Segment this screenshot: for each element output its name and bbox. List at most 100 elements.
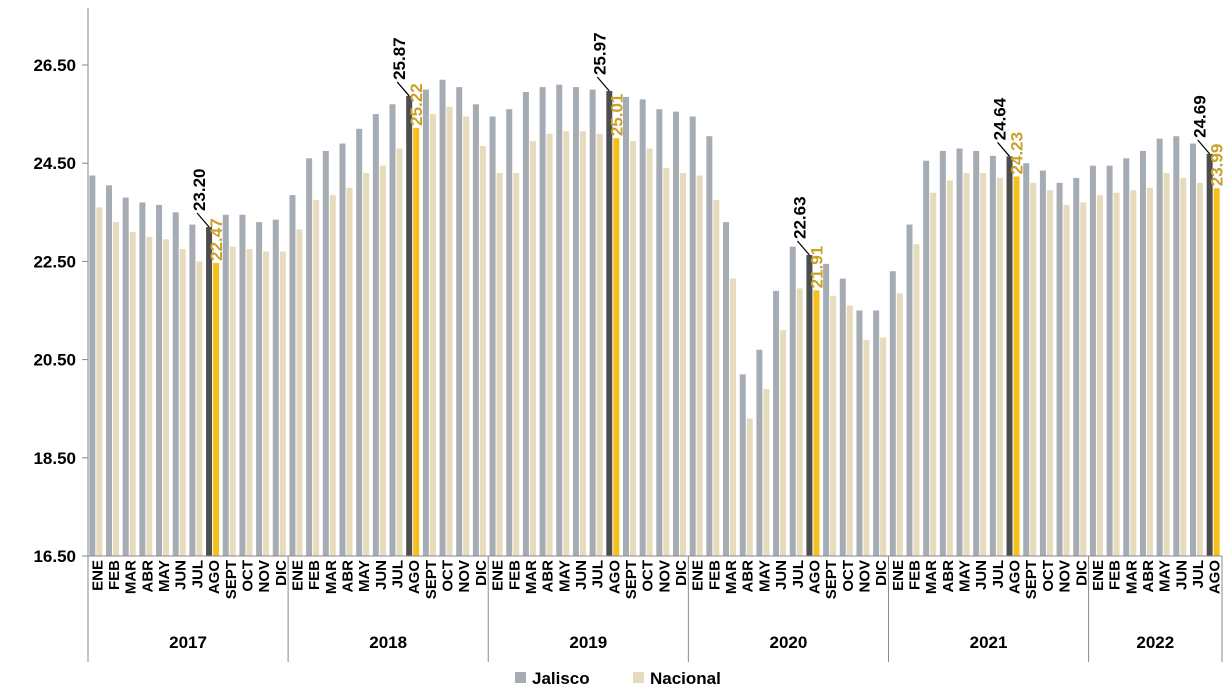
y-tick-label: 24.50 [33, 154, 76, 173]
bar-jalisco [739, 374, 746, 556]
bar-jalisco [1056, 182, 1063, 556]
bar-nacional [413, 127, 420, 557]
bar-jalisco [506, 109, 513, 556]
bar-nacional [646, 148, 653, 556]
annotation-leader [1197, 139, 1211, 155]
x-month-label: MAR [923, 560, 940, 594]
bar-jalisco [239, 214, 246, 556]
bar-nacional [946, 180, 953, 556]
bar-jalisco [906, 224, 913, 556]
bar-jalisco [1189, 143, 1196, 556]
annotation-leader [997, 141, 1010, 157]
bar-nacional [713, 200, 720, 556]
bar-nacional [1130, 190, 1137, 556]
annotation-label-jalisco: 22.63 [790, 196, 809, 239]
x-month-label: NOV [456, 560, 473, 593]
x-month-label: SEPT [823, 560, 840, 599]
x-year-label: 2020 [769, 633, 807, 652]
x-month-label: DIC [873, 560, 890, 586]
y-tick-label: 22.50 [33, 252, 76, 271]
x-month-label: OCT [640, 560, 657, 592]
x-month-label: JUL [1190, 560, 1207, 588]
bar-nacional [446, 106, 453, 557]
bar-jalisco [956, 148, 963, 556]
bar-jalisco [622, 96, 629, 556]
x-year-label: 2021 [970, 633, 1008, 652]
bar-jalisco [256, 222, 263, 556]
bar-jalisco [856, 310, 863, 556]
x-month-label: ENE [89, 560, 106, 591]
annotations: 23.20 22.47 25.87 25.22 25.97 25.01 22.63 21.91… [190, 32, 1225, 288]
x-month-label: MAY [556, 560, 573, 592]
bar-nacional [1180, 177, 1187, 556]
bar-jalisco [773, 290, 780, 556]
bar-jalisco [489, 116, 496, 557]
x-month-label: AGO [206, 560, 223, 595]
bar-nacional [930, 192, 937, 556]
bar-jalisco [306, 158, 313, 557]
bar-nacional [730, 278, 737, 556]
x-month-label: DIC [473, 560, 490, 586]
bar-nacional [996, 177, 1003, 556]
bar-nacional [1063, 204, 1070, 556]
x-month-label: ABR [139, 560, 156, 593]
x-month-label: JUN [1173, 560, 1190, 590]
bar-jalisco [689, 116, 696, 557]
bar-nacional [563, 131, 570, 556]
bar-jalisco [89, 175, 96, 556]
bar-jalisco [789, 246, 796, 557]
bar-jalisco [122, 197, 129, 556]
bar-nacional [179, 249, 186, 556]
annotation-label-nacional: 21.91 [807, 246, 826, 289]
bar-jalisco [656, 109, 663, 556]
legend-label-nacional: Nacional [650, 669, 721, 688]
x-month-label: OCT [1040, 560, 1057, 592]
x-month-label: FEB [1107, 560, 1124, 590]
bar-jalisco [889, 271, 896, 556]
annotation-leader [396, 81, 410, 97]
bar-jalisco [472, 104, 479, 556]
bar-nacional [1146, 187, 1153, 556]
x-month-label: NOV [856, 560, 873, 593]
bar-jalisco [589, 89, 596, 557]
bar-jalisco [372, 114, 379, 556]
x-month-label: MAR [723, 560, 740, 594]
legend-swatch-jalisco [515, 672, 526, 683]
bar-nacional [680, 173, 687, 556]
bar-jalisco [456, 87, 463, 556]
bar-nacional [196, 261, 203, 556]
bar-nacional [896, 293, 903, 556]
x-month-label: JUL [390, 560, 407, 588]
bar-jalisco [706, 136, 713, 556]
bar-jalisco [172, 212, 179, 557]
y-tick-label: 16.50 [33, 547, 76, 566]
bar-jalisco [572, 87, 579, 556]
bar-nacional [846, 305, 853, 556]
annotation-label-nacional: 22.47 [207, 218, 226, 261]
bar-nacional [396, 148, 403, 556]
x-month-label: ABR [740, 560, 757, 593]
bar-nacional [379, 165, 386, 556]
bar-nacional [796, 288, 803, 556]
x-month-label: OCT [840, 560, 857, 592]
x-month-label: FEB [506, 560, 523, 590]
bar-nacional [146, 236, 153, 556]
x-month-label: MAY [156, 560, 173, 592]
bar-nacional [813, 290, 820, 556]
bar-nacional [780, 330, 787, 556]
x-year-label: 2017 [169, 633, 207, 652]
x-month-label: DIC [673, 560, 690, 586]
x-month-label: DIC [273, 560, 290, 586]
bar-nacional [96, 207, 103, 556]
bar-nacional [980, 173, 987, 556]
bar-jalisco [1156, 138, 1163, 556]
bar-nacional [463, 116, 470, 557]
x-month-label: ABR [1140, 560, 1157, 593]
bar-nacional [213, 262, 220, 556]
bar-jalisco [356, 128, 363, 556]
x-month-label: ABR [540, 560, 557, 593]
x-month-label: JUL [590, 560, 607, 588]
x-month-label: ENE [690, 560, 707, 591]
bar-jalisco [1039, 170, 1046, 556]
annotation-label-nacional: 25.01 [607, 94, 626, 137]
